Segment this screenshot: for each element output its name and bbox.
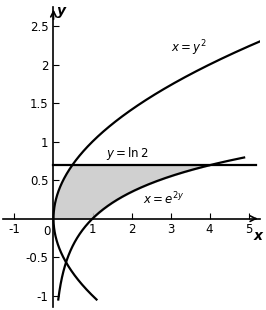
Text: y: y	[57, 4, 66, 18]
Text: $x = e^{2y}$: $x = e^{2y}$	[143, 190, 185, 207]
Text: $y = \ln 2$: $y = \ln 2$	[106, 145, 149, 162]
Text: 0: 0	[43, 225, 51, 238]
Text: x: x	[254, 229, 263, 243]
Text: $x = y^2$: $x = y^2$	[171, 39, 206, 58]
